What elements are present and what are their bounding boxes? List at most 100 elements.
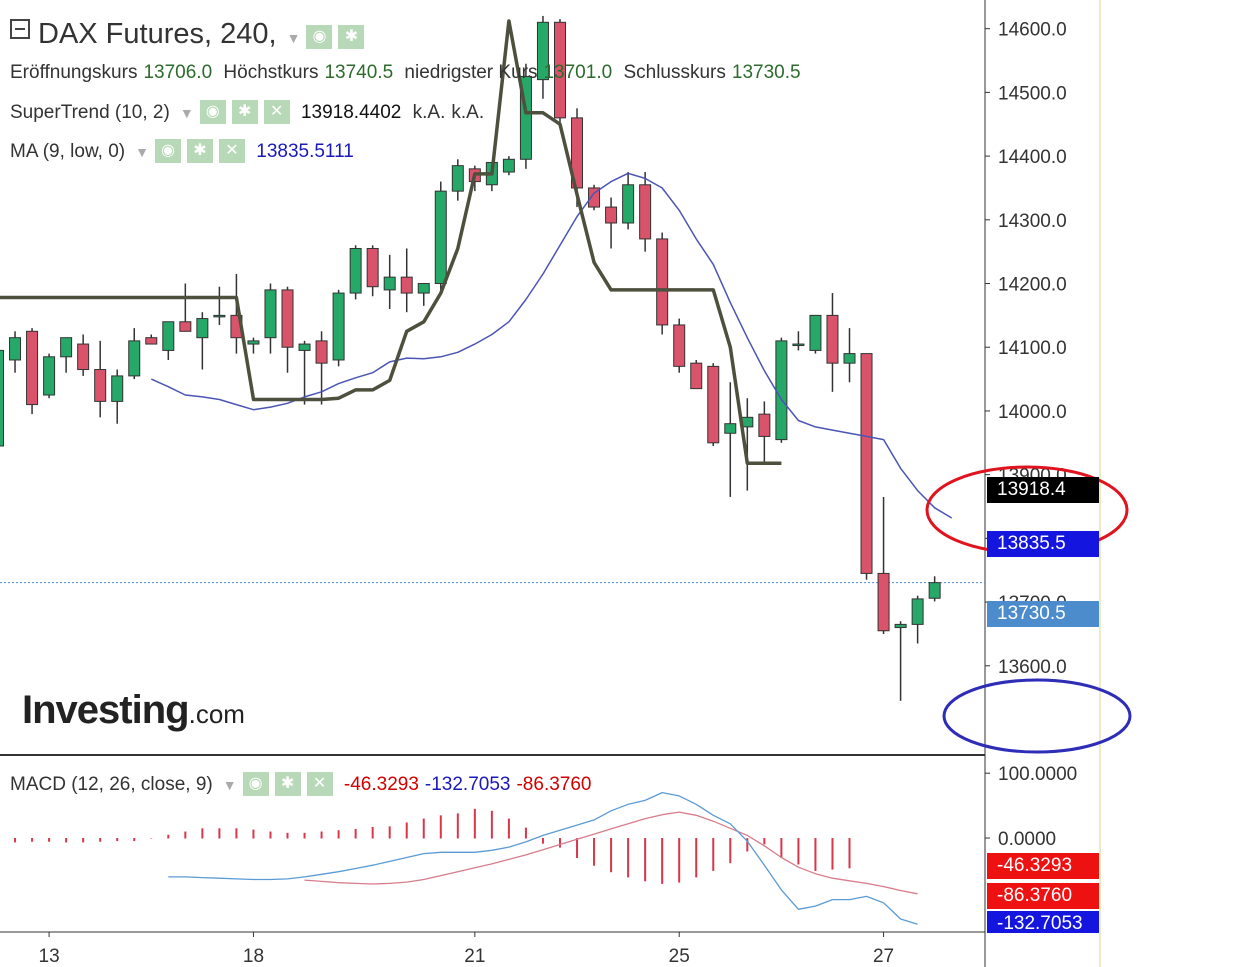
candle-body	[622, 184, 635, 224]
ma-value: 13835.5111	[256, 141, 354, 162]
eye-icon[interactable]: ◉	[306, 25, 333, 49]
supertrend-price-tag: 13918.4	[987, 477, 1099, 503]
ohlc-high-value: 13740.5	[324, 62, 394, 83]
candle-body	[26, 330, 39, 406]
price-tick-label: 14600.0	[998, 20, 1067, 41]
candle-body	[196, 318, 209, 339]
macd-signal-value: -86.3760	[516, 774, 592, 795]
last-price-tag: 13730.5	[987, 601, 1099, 627]
macd-signal-tag: -86.3760	[987, 883, 1099, 909]
candle-body	[434, 190, 447, 285]
candle-body	[673, 324, 686, 367]
annotation-ellipse-blue	[942, 678, 1132, 754]
candle-body	[417, 283, 430, 294]
macd-legend: MACD (12, 26, close, 9) ▼ ◉ ✱ ✕ -46.3293 -132…	[10, 772, 598, 796]
candle-body	[809, 314, 822, 351]
investing-logo[interactable]: Investing.com	[22, 688, 245, 733]
ohlc-low-value: 13701.0	[543, 62, 613, 83]
candle-body	[162, 321, 175, 351]
time-tick-label: 13	[39, 946, 60, 967]
candle-body	[60, 337, 73, 358]
gear-icon[interactable]: ✱	[338, 25, 365, 49]
macd-label[interactable]: MACD (12, 26, close, 9)	[10, 774, 213, 795]
price-tick-label: 14300.0	[998, 211, 1067, 232]
candle-body	[690, 362, 703, 390]
symbol-title[interactable]: DAX Futures, 240,	[38, 18, 277, 50]
gear-icon[interactable]: ✱	[186, 139, 213, 163]
candle-body	[128, 340, 141, 377]
candle-body	[332, 292, 345, 361]
ma-label[interactable]: MA (9, low, 0)	[10, 141, 126, 162]
candle-body	[536, 21, 549, 81]
macd-line	[168, 791, 918, 925]
gear-icon[interactable]: ✱	[274, 772, 301, 796]
time-tick-label: 21	[464, 946, 485, 967]
ohlc-high-label: Höchstkurs	[223, 62, 319, 83]
supertrend-label[interactable]: SuperTrend (10, 2)	[10, 102, 170, 123]
candle-body	[400, 276, 413, 294]
macd-line-tag: -132.7053	[987, 911, 1099, 933]
close-icon[interactable]: ✕	[263, 100, 290, 124]
candle-body	[588, 187, 601, 208]
eye-icon[interactable]: ◉	[242, 772, 269, 796]
candle-body	[826, 314, 839, 364]
price-tick-label: 13600.0	[998, 657, 1067, 678]
candle-body	[639, 184, 652, 240]
supertrend-extra-2: k.A.	[451, 102, 485, 123]
time-tick-label: 25	[669, 946, 690, 967]
minus-box-icon[interactable]	[10, 19, 30, 39]
candle-body	[911, 598, 924, 625]
time-tick-label: 27	[873, 946, 894, 967]
candle-body	[502, 158, 515, 173]
macd-tick-label: 0.0000	[998, 829, 1056, 850]
candle-body	[298, 343, 311, 351]
candle-body	[758, 413, 771, 437]
ohlc-open-label: Eröffnungskurs	[10, 62, 138, 83]
supertrend-legend: SuperTrend (10, 2) ▼ ◉ ✱ ✕ 13918.4402 k.A. k.…	[10, 100, 490, 124]
close-icon[interactable]: ✕	[218, 139, 245, 163]
candle-body	[383, 276, 396, 291]
chevron-down-icon[interactable]: ▼	[286, 30, 301, 46]
ma-legend: MA (9, low, 0) ▼ ◉ ✱ ✕ 13835.5111	[10, 139, 360, 163]
candle-body	[179, 321, 192, 332]
price-tick-label: 14400.0	[998, 147, 1067, 168]
candle-body	[860, 353, 873, 574]
ohlc-legend: Eröffnungskurs 13706.0 Höchstkurs 13740.5 …	[10, 62, 807, 84]
supertrend-line	[0, 19, 782, 465]
ohlc-low-label: niedrigster Kurs	[404, 62, 538, 83]
candle-body	[553, 21, 566, 119]
candle-body	[349, 247, 362, 294]
candle-body	[247, 340, 260, 345]
candle-body	[315, 340, 328, 364]
candle-body	[0, 349, 4, 447]
candle-body	[792, 343, 805, 347]
ohlc-close-label: Schlusskurs	[623, 62, 726, 83]
chevron-down-icon[interactable]: ▼	[135, 144, 149, 160]
candle-body	[9, 337, 22, 361]
candle-body	[94, 369, 107, 402]
candle-body	[281, 289, 294, 348]
gear-icon[interactable]: ✱	[231, 100, 258, 124]
candle-body	[519, 75, 532, 160]
time-tick-label: 18	[243, 946, 264, 967]
supertrend-extra-1: k.A.	[412, 102, 446, 123]
price-tick-label: 14200.0	[998, 275, 1067, 296]
logo-suffix: .com	[188, 699, 245, 729]
macd-line-value: -132.7053	[424, 774, 511, 795]
macd-signal-line	[304, 811, 918, 895]
candle-body	[928, 582, 941, 599]
eye-icon[interactable]: ◉	[154, 139, 181, 163]
price-tick-label: 14000.0	[998, 402, 1067, 423]
chevron-down-icon[interactable]: ▼	[222, 777, 237, 793]
chevron-down-icon[interactable]: ▼	[179, 105, 194, 121]
candle-body	[366, 247, 379, 288]
supertrend-value: 13918.4402	[300, 102, 402, 123]
price-tick-label: 14500.0	[998, 83, 1067, 104]
candle-body	[605, 206, 618, 224]
ohlc-open-value: 13706.0	[143, 62, 213, 83]
macd-hist-value: -46.3293	[343, 774, 419, 795]
close-icon[interactable]: ✕	[306, 772, 333, 796]
eye-icon[interactable]: ◉	[199, 100, 226, 124]
candle-body	[264, 289, 277, 339]
candle-body	[707, 365, 720, 444]
